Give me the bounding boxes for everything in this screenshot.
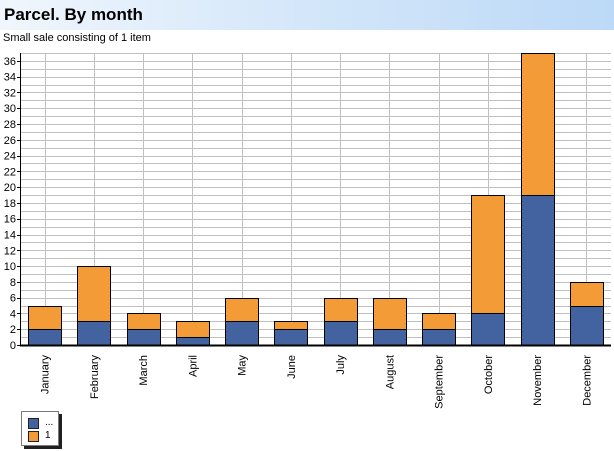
y-tick-label: 8 [10, 277, 16, 289]
y-tick-label: 34 [4, 72, 16, 84]
x-tick-label-august: August [384, 355, 396, 389]
y-tick-label: 26 [4, 135, 16, 147]
bar-series-a-december [570, 306, 604, 346]
legend-label: 1 [45, 430, 51, 441]
bar-series-b-march [127, 313, 161, 330]
y-tick-label: 2 [10, 324, 16, 336]
bar-series-a-february [77, 321, 111, 346]
y-tick-label: 22 [4, 166, 16, 178]
bar-series-a-june [274, 329, 308, 346]
x-tick-label-april: April [187, 355, 199, 377]
bar-series-b-february [77, 266, 111, 322]
legend-item: ... [28, 417, 53, 429]
bar-series-a-october [471, 313, 505, 346]
bar-series-b-november [521, 53, 555, 196]
chart-subtitle: Small sale consisting of 1 item [3, 32, 151, 44]
y-tick-label: 36 [4, 56, 16, 68]
bar-series-a-march [127, 329, 161, 346]
legend-item: 1 [28, 430, 51, 442]
bar-series-a-november [521, 195, 555, 346]
bar-series-a-july [324, 321, 358, 346]
bar-series-a-january [28, 329, 62, 346]
x-tick-label-january: January [40, 355, 52, 395]
x-tick-label-march: March [138, 355, 150, 386]
bar-series-b-january [28, 306, 62, 330]
y-tick-label: 10 [4, 261, 16, 273]
y-tick-label: 0 [10, 340, 16, 352]
y-tick-label: 12 [4, 245, 16, 257]
x-tick-label-february: February [89, 355, 101, 400]
chart-title: Parcel. By month [4, 5, 143, 24]
bar-series-b-july [324, 298, 358, 322]
y-tick-label: 30 [4, 103, 16, 115]
bar-series-a-august [373, 329, 407, 346]
bar-series-a-september [422, 329, 456, 346]
x-tick-label-september: September [434, 355, 446, 409]
bar-series-b-december [570, 282, 604, 307]
y-tick-label: 4 [10, 308, 16, 320]
bar-series-b-may [225, 298, 259, 322]
y-tick-label: 20 [4, 182, 16, 194]
x-tick-label-december: December [581, 355, 593, 406]
chart-header: Parcel. By month [0, 0, 614, 30]
y-tick-label: 16 [4, 214, 16, 226]
x-tick-label-june: June [286, 355, 298, 379]
legend-label: ... [45, 417, 54, 428]
y-tick-label: 32 [4, 87, 16, 99]
bar-series-a-april [176, 337, 210, 346]
y-tick-label: 18 [4, 198, 16, 210]
legend-swatch [28, 417, 39, 429]
legend-swatch [28, 430, 39, 442]
bar-series-b-june [274, 321, 308, 330]
x-tick-label-october: October [483, 355, 495, 394]
x-tick-label-november: November [532, 355, 544, 406]
bar-series-a-may [225, 321, 259, 346]
bar-series-b-august [373, 298, 407, 330]
y-tick-label: 24 [4, 151, 16, 163]
chart-legend: ... 1 [21, 411, 59, 446]
bar-series-b-april [176, 321, 210, 338]
x-tick-label-may: May [237, 355, 249, 376]
y-tick-label: 6 [10, 293, 16, 305]
y-tick-label: 14 [4, 230, 16, 242]
y-tick-label: 28 [4, 119, 16, 131]
bar-series-b-october [471, 195, 505, 314]
bar-series-b-september [422, 313, 456, 330]
x-tick-label-july: July [335, 355, 347, 375]
